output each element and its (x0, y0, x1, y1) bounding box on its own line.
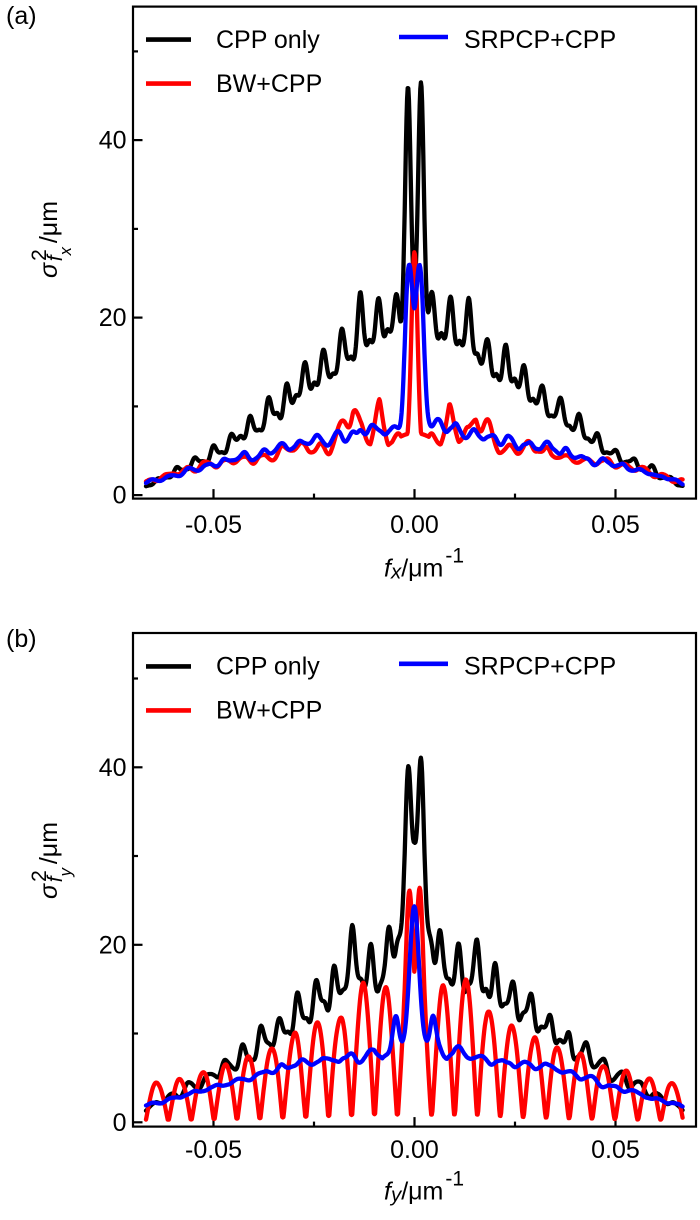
svg-text:-0.05: -0.05 (185, 511, 242, 539)
svg-text:fy/μm-1: fy/μm-1 (384, 1168, 464, 1207)
svg-text:0.00: 0.00 (390, 511, 439, 539)
svg-text:CPP only: CPP only (216, 26, 320, 54)
svg-text:CPP only: CPP only (216, 653, 320, 681)
svg-text:0: 0 (113, 1109, 127, 1137)
svg-text:20: 20 (99, 931, 127, 959)
svg-text:SRPCP+CPP: SRPCP+CPP (464, 26, 616, 54)
svg-text:40: 40 (99, 754, 127, 782)
svg-text:-0.05: -0.05 (185, 1136, 242, 1164)
svg-text:40: 40 (99, 127, 127, 155)
svg-text:(a): (a) (6, 2, 37, 30)
svg-text:BW+CPP: BW+CPP (216, 697, 322, 725)
svg-text:σ2fy/μm: σ2fy/μm (28, 822, 75, 899)
svg-text:0.00: 0.00 (390, 1136, 439, 1164)
svg-text:SRPCP+CPP: SRPCP+CPP (464, 653, 616, 681)
svg-text:0: 0 (113, 482, 127, 510)
svg-text:0.05: 0.05 (591, 511, 640, 539)
svg-text:σ2fx/μm: σ2fx/μm (28, 201, 75, 278)
svg-text:20: 20 (99, 304, 127, 332)
svg-text:(b): (b) (6, 625, 37, 653)
svg-text:fx/μm-1: fx/μm-1 (384, 545, 464, 584)
svg-text:0.05: 0.05 (591, 1136, 640, 1164)
svg-text:BW+CPP: BW+CPP (216, 70, 322, 98)
